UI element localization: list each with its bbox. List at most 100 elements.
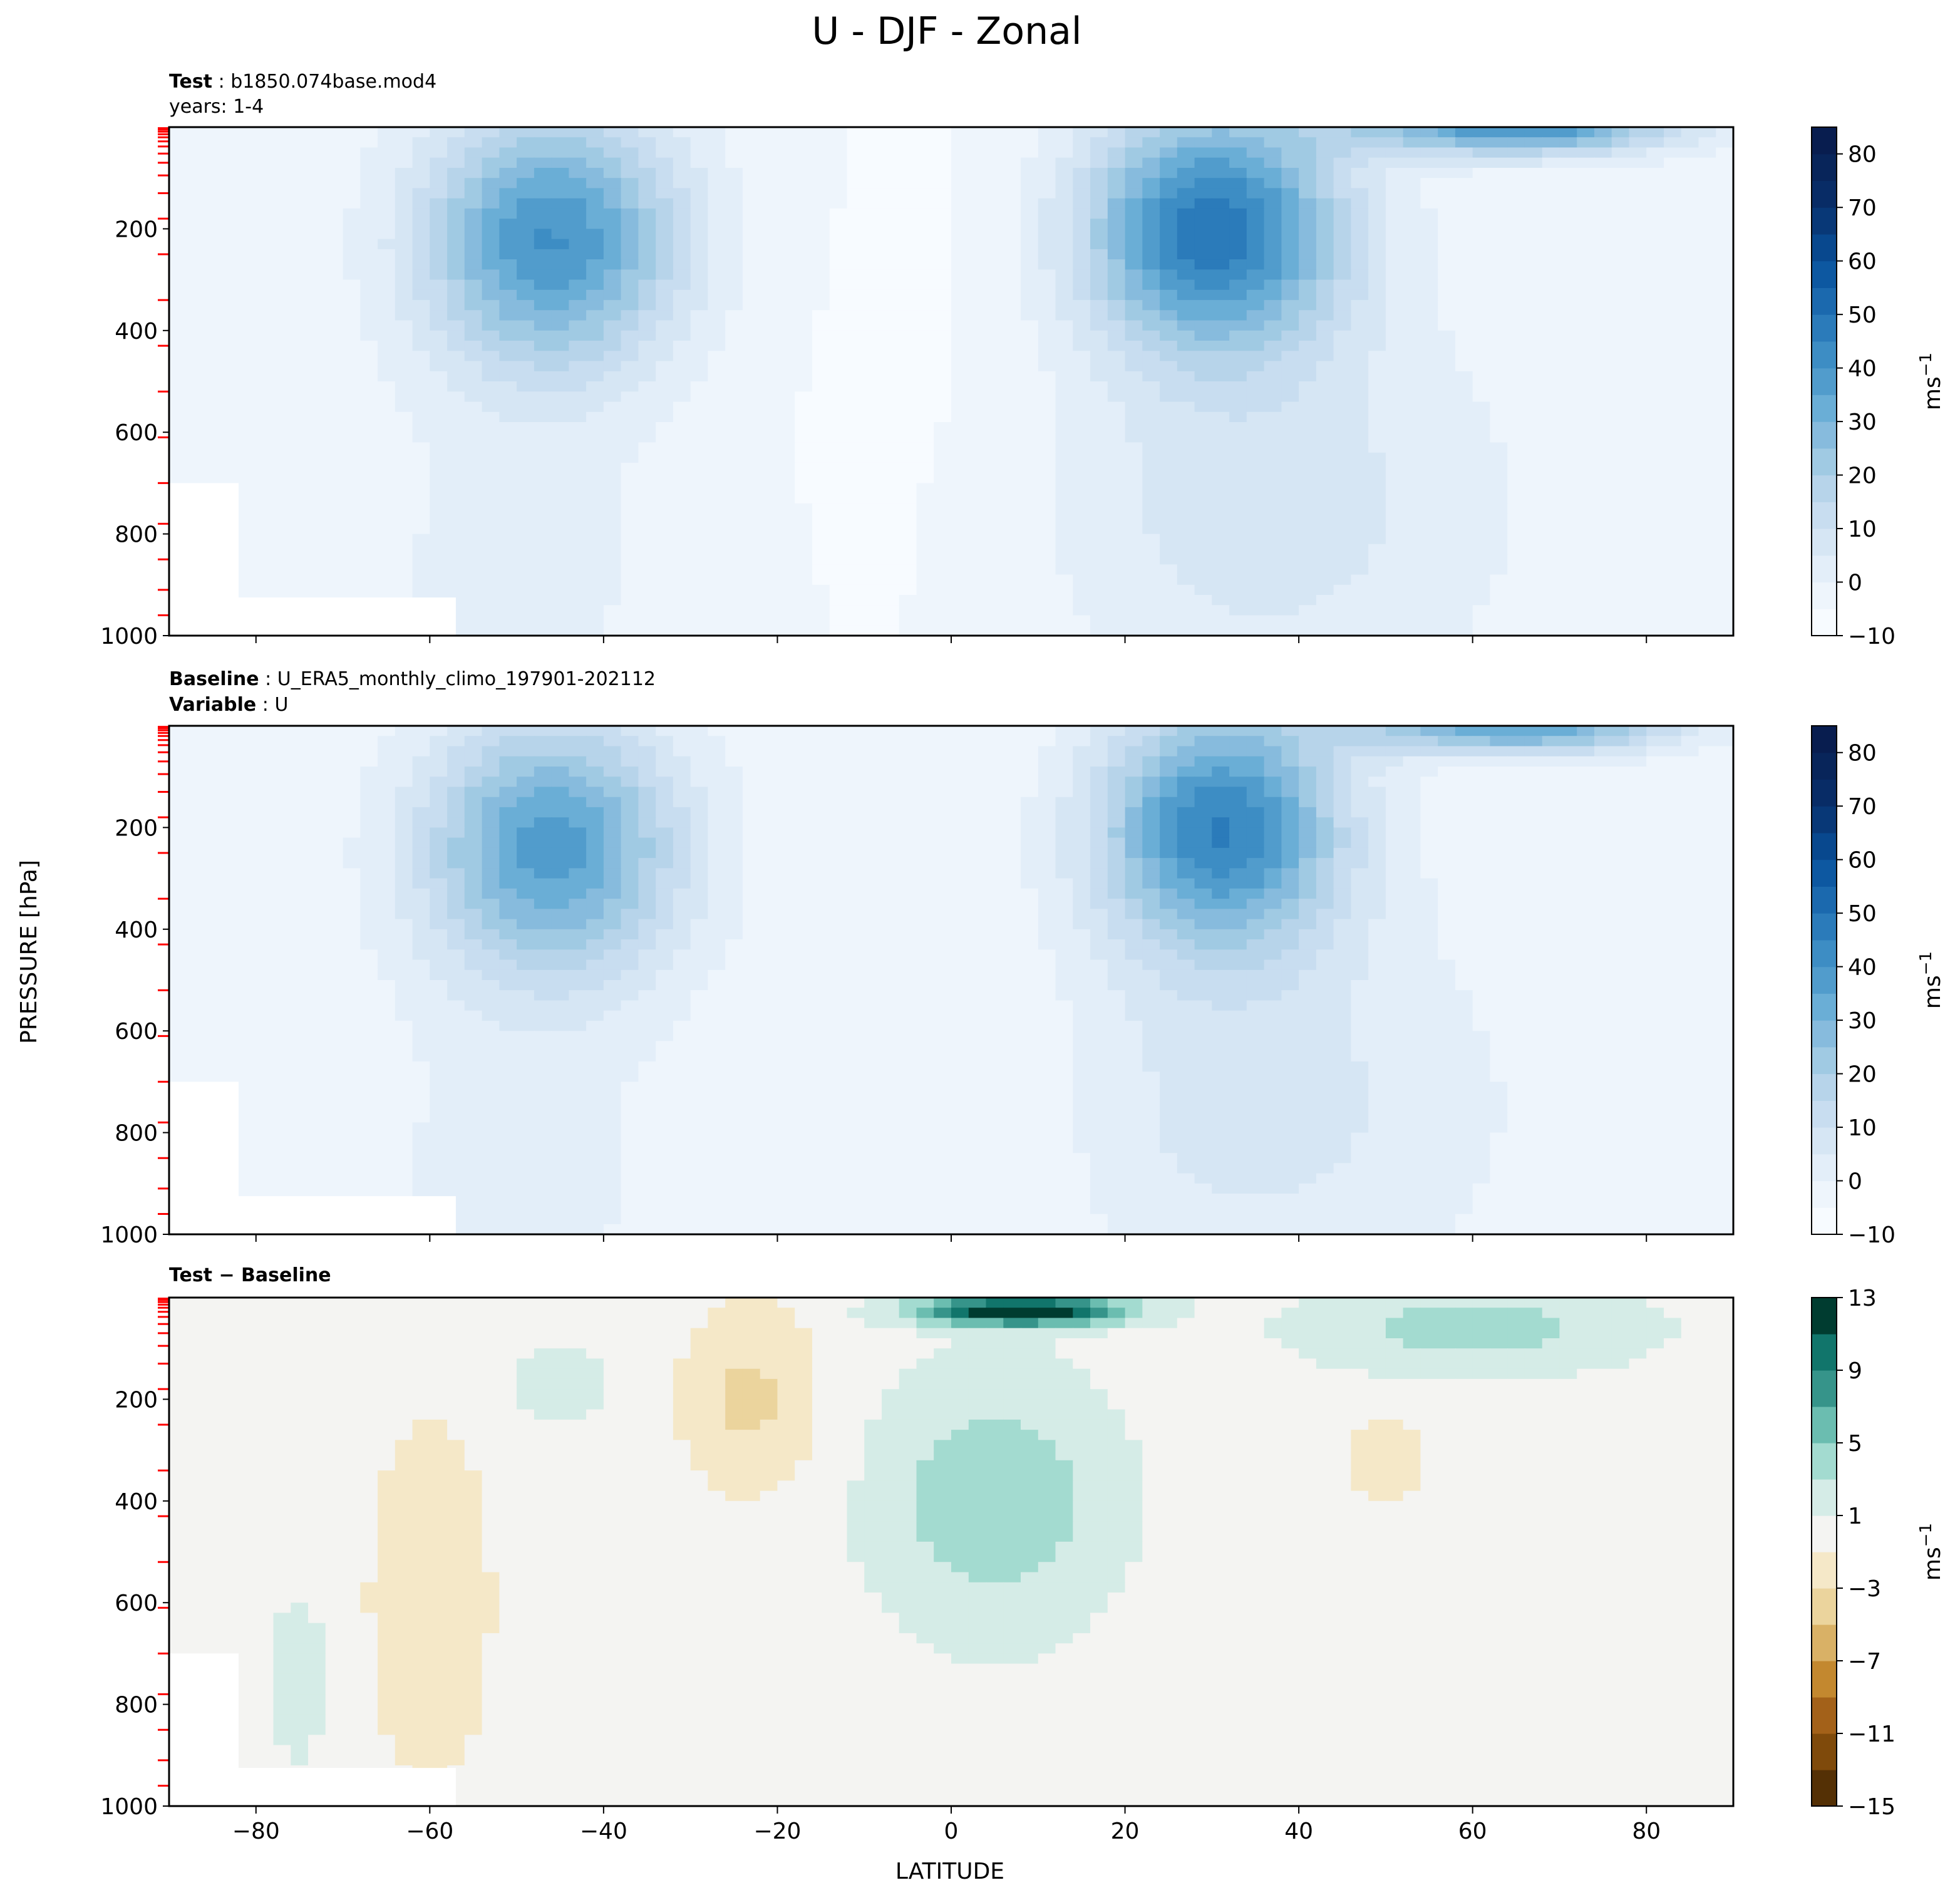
contour-cell [1368,341,1386,351]
contour-cell [308,411,326,423]
contour-cell [829,595,848,606]
contour-cell [934,574,952,586]
contour-cell [325,574,344,586]
contour-cell [325,371,344,382]
contour-cell [1125,198,1143,209]
contour-cell [1716,483,1733,494]
contour-cell [1107,452,1126,463]
contour-cell [204,239,222,250]
contour-cell [1264,137,1282,148]
colorbar-units-label: ms−1 [1917,353,1946,410]
contour-cell [1385,147,1404,158]
contour-cell [1611,442,1630,453]
contour-cell [934,564,952,576]
contour-cell [273,310,292,321]
contour-cell [1542,208,1560,219]
contour-cell [603,401,622,413]
colorbar-swatch [1812,529,1837,556]
contour-cell [412,351,431,362]
contour-cell [1090,269,1108,281]
contour-cell [291,320,309,331]
contour-cell [1038,188,1056,199]
contour-cell [1455,157,1473,168]
contour-cell [291,473,309,484]
contour-cell [1420,178,1438,189]
contour-cell [1021,208,1039,219]
contour-cell [1559,595,1577,606]
contour-cell [412,147,431,158]
contour-cell [829,147,848,158]
contour-cell [1281,178,1299,189]
contour-cell [968,188,987,199]
contour-cell [1664,198,1682,209]
contour-cell [586,391,604,403]
contour-cell [1160,534,1178,545]
contour-cell [343,137,361,148]
contour-cell [864,483,882,494]
contour-cell [430,493,448,504]
contour-cell [986,615,1004,626]
contour-cell [343,178,361,189]
contour-cell [1333,574,1352,586]
contour-cell [1559,615,1577,626]
contour-cell [986,503,1004,514]
contour-cell [412,157,431,168]
contour-cell [760,351,778,362]
contour-cell [186,746,205,757]
contour-cell [1316,127,1334,138]
contour-cell [847,198,865,209]
contour-cell [777,564,795,576]
contour-cell [1212,168,1230,178]
contour-cell [1698,452,1717,463]
contour-cell [1698,625,1717,636]
contour-cell [1542,188,1560,199]
contour-cell [308,564,326,576]
contour-cell [534,198,552,209]
contour-cell [673,615,691,626]
contour-cell [325,756,344,767]
contour-cell [221,219,239,230]
contour-cell [255,351,274,362]
contour-cell [169,442,187,453]
contour-cell [447,462,465,473]
contour-cell [586,462,604,473]
contour-cell [1299,219,1317,230]
contour-cell [603,524,622,535]
contour-cell [951,137,969,148]
contour-cell [291,401,309,413]
contour-cell [916,157,935,168]
contour-cell [482,411,500,423]
contour-cell [1472,503,1491,514]
contour-cell [343,320,361,331]
contour-cell [1646,157,1664,168]
contour-cell [273,341,292,351]
contour-cell [1681,534,1700,545]
contour-cell [673,574,691,586]
contour-cell [638,198,656,209]
contour-cell [308,381,326,392]
contour-cell [1333,249,1352,260]
contour-cell [586,726,604,736]
contour-cell [1403,320,1421,331]
contour-cell [273,137,292,148]
contour-cell [1542,391,1560,403]
contour-cell [1333,422,1352,433]
contour-cell [1577,330,1595,341]
contour-cell [708,605,726,616]
contour-cell [569,249,587,260]
contour-cell [325,341,344,351]
contour-cell [656,473,674,484]
contour-cell [899,595,917,606]
contour-cell [656,595,674,606]
contour-cell [847,401,865,413]
contour-cell [569,746,587,757]
contour-cell [291,229,309,240]
contour-cell [169,310,187,321]
contour-cell [638,422,656,433]
contour-cell [1160,198,1178,209]
contour-cell [1594,178,1612,189]
contour-cell [1229,330,1247,341]
contour-cell [708,188,726,199]
contour-cell [395,371,413,382]
contour-cell [482,544,500,555]
